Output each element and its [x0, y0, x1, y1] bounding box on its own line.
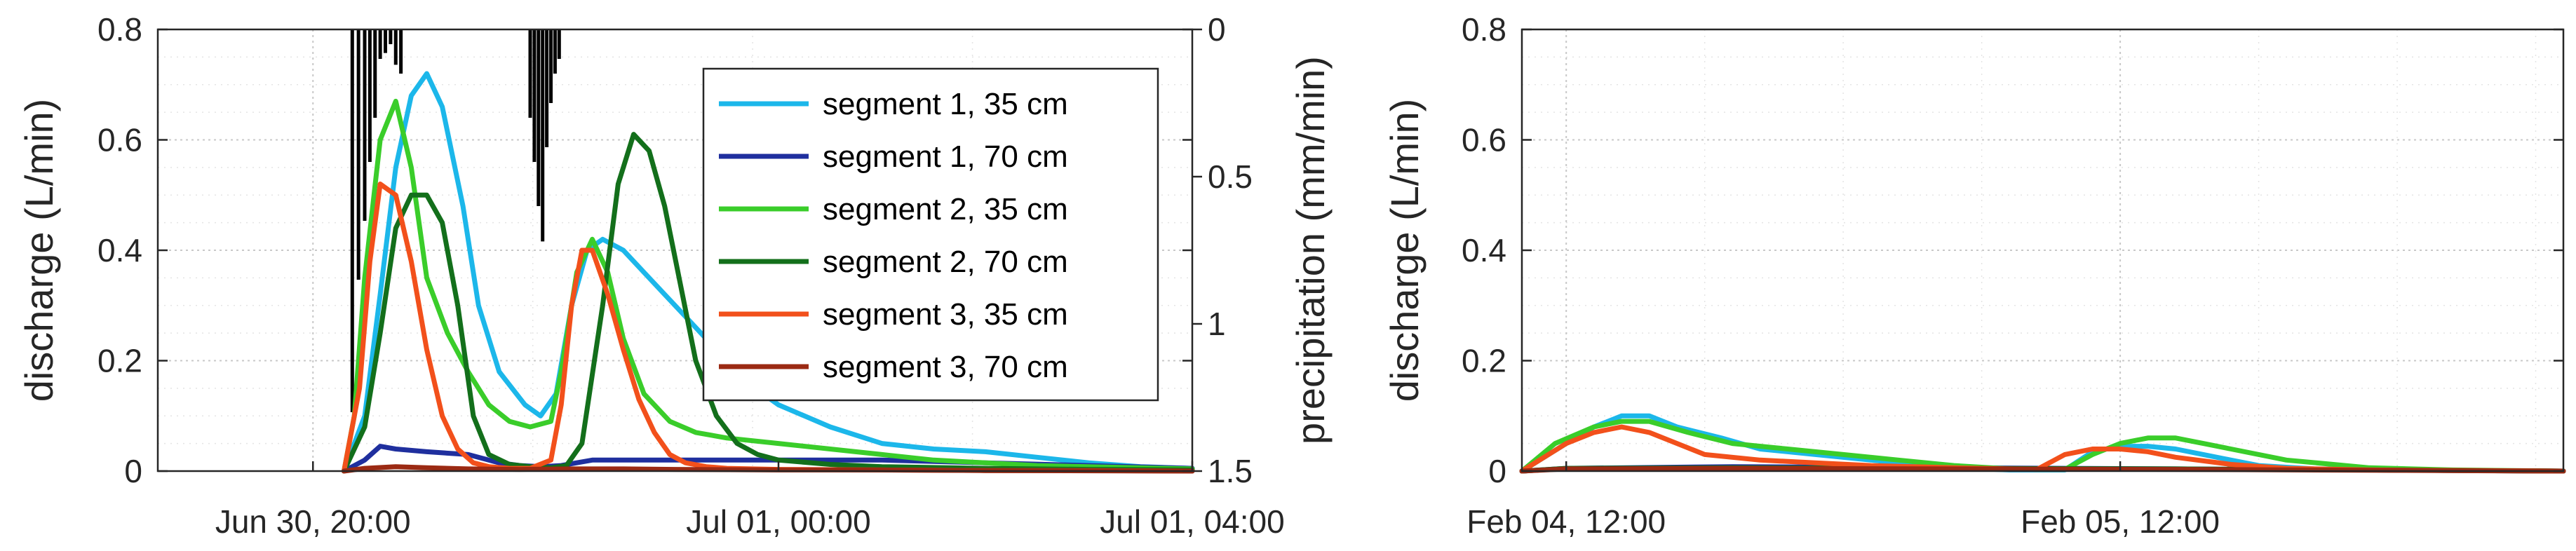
precipitation-bar — [549, 29, 553, 103]
series-line-segment-2-70-cm — [342, 132, 1195, 474]
series-lines — [342, 71, 1195, 474]
precipitation-bar — [356, 29, 360, 280]
legend-label-segment-3-70-cm: segment 3, 70 cm — [823, 350, 1068, 384]
y-tick-label: 0.2 — [97, 343, 142, 379]
precipitation-bar — [541, 29, 545, 242]
grid — [1522, 29, 2563, 471]
y-tick-label: 0.4 — [1462, 232, 1506, 268]
legend-label-segment-3-35-cm: segment 3, 35 cm — [823, 297, 1068, 332]
precipitation-bar — [373, 29, 377, 118]
y-axis-title: discharge (L/min) — [1382, 99, 1427, 402]
legend-label-segment-2-70-cm: segment 2, 70 cm — [823, 245, 1068, 279]
legend-box — [702, 67, 1159, 402]
legend-label-segment-1-35-cm: segment 1, 35 cm — [823, 87, 1068, 121]
precipitation-bar — [367, 29, 372, 162]
legend: segment 1, 35 cm segment 1, 70 cm segment … — [702, 67, 1159, 402]
y-tick-label: 0.6 — [1462, 122, 1506, 158]
precipitation-bar — [557, 29, 561, 59]
axes: 0 0.2 0.4 0.6 0.8 Feb 04, 12:00 Feb 05, 12:00 d… — [1382, 11, 2565, 540]
y-tick-label: 0.6 — [97, 122, 142, 158]
precipitation-bar — [378, 29, 382, 59]
y2-axis-title: precipitation (mm/min) — [1288, 56, 1333, 444]
series-line-segment-3-70-cm — [1519, 465, 2566, 474]
y2-tick-label: 1 — [1208, 306, 1226, 342]
x-tick-label: Jun 30, 20:00 — [215, 503, 411, 540]
precipitation-bar — [545, 29, 549, 147]
precipitation-bar — [553, 29, 557, 74]
precipitation-bar — [389, 29, 393, 44]
precipitation-bar — [537, 29, 541, 206]
precipitation-bar — [350, 29, 354, 412]
y-tick-label: 0.8 — [97, 11, 142, 48]
x-tick-label: Feb 05, 12:00 — [2021, 503, 2220, 540]
x-tick-label: Jul 01, 00:00 — [686, 503, 870, 540]
series-line-segment-1-35-cm — [342, 71, 1195, 474]
series-line-segment-3-70-cm — [342, 464, 1195, 474]
y-tick-label: 0.8 — [1462, 11, 1506, 48]
y2-tick-label: 1.5 — [1208, 453, 1253, 489]
y-tick-label: 0.4 — [97, 232, 142, 268]
precipitation-bar — [528, 29, 532, 118]
y-tick-label: 0 — [1488, 453, 1506, 489]
y2-tick-label: 0 — [1208, 11, 1226, 48]
x-tick-label: Jul 01, 04:00 — [1100, 503, 1284, 540]
series-lines — [1519, 413, 2566, 474]
precipitation-bar — [393, 29, 398, 65]
plot-area — [1522, 29, 2563, 471]
right-panel: 0 0.2 0.4 0.6 0.8 Feb 04, 12:00 Feb 05, 12:00 d… — [1382, 11, 2566, 540]
precipitation-bar — [363, 29, 367, 221]
y2-tick-label: 0.5 — [1208, 158, 1253, 195]
precipitation-series — [350, 29, 561, 412]
legend-label-segment-2-35-cm: segment 2, 35 cm — [823, 192, 1068, 226]
axes: 0 0.2 0.4 0.6 0.8 Jun 30, 20:00 Jul 01, 00:00 J… — [17, 11, 1333, 540]
series-line-segment-2-35-cm — [342, 98, 1195, 474]
precipitation-bar — [384, 29, 387, 53]
y-tick-label: 0 — [124, 453, 142, 489]
y-tick-label: 0.2 — [1462, 343, 1506, 379]
precipitation-bar — [532, 29, 537, 162]
left-panel: 0 0.2 0.4 0.6 0.8 Jun 30, 20:00 Jul 01, 00:00 J… — [17, 11, 1333, 540]
precipitation-bar — [399, 29, 403, 74]
legend-label-segment-1-70-cm: segment 1, 70 cm — [823, 140, 1068, 174]
y-axis-title: discharge (L/min) — [17, 99, 61, 402]
x-tick-label: Feb 04, 12:00 — [1466, 503, 1666, 540]
